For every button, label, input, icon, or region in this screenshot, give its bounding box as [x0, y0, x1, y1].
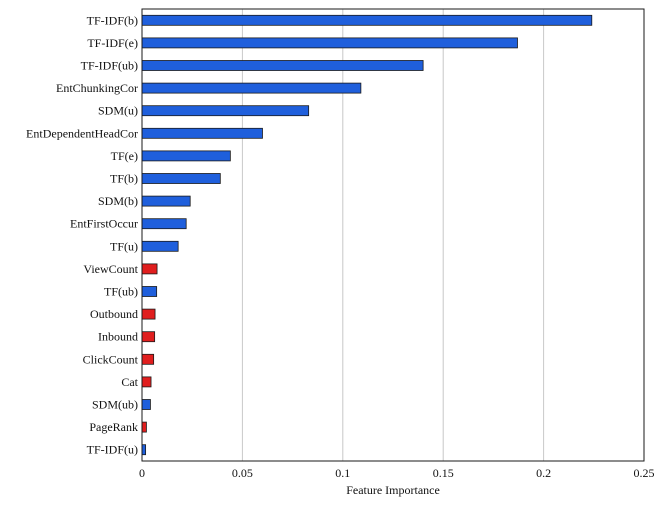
- bar-tf-b: [142, 174, 220, 184]
- grid-lines: [242, 9, 543, 461]
- category-label-viewcount: ViewCount: [83, 262, 138, 276]
- bar-pagerank: [142, 422, 146, 432]
- plot-frame: [142, 9, 644, 461]
- category-label-entdependentheadcor: EntDependentHeadCor: [26, 126, 138, 140]
- bar-tf-idf-ub: [142, 61, 423, 71]
- bar-clickcount: [142, 354, 154, 364]
- bar-tf-ub: [142, 287, 157, 297]
- category-label-pagerank: PageRank: [89, 420, 138, 434]
- category-label-sdm-u: SDM(u): [98, 104, 138, 118]
- bar-inbound: [142, 332, 155, 342]
- bar-cat: [142, 377, 151, 387]
- category-label-tf-u: TF(u): [110, 239, 138, 253]
- bar-sdm-u: [142, 106, 309, 116]
- bar-outbound: [142, 309, 155, 319]
- category-label-tf-b: TF(b): [110, 172, 138, 186]
- bar-tf-idf-u: [142, 445, 146, 455]
- category-label-entchunkingcor: EntChunkingCor: [56, 81, 138, 95]
- x-tick-label: 0.1: [335, 466, 350, 480]
- bar-tf-u: [142, 241, 178, 251]
- bar-entfirstoccur: [142, 219, 186, 229]
- x-tick-label: 0.2: [536, 466, 551, 480]
- bar-tf-idf-b: [142, 15, 592, 25]
- category-label-entfirstoccur: EntFirstOccur: [70, 217, 138, 231]
- bar-viewcount: [142, 264, 157, 274]
- category-label-cat: Cat: [121, 375, 138, 389]
- category-label-sdm-ub: SDM(ub): [92, 398, 138, 412]
- bar-entchunkingcor: [142, 83, 361, 93]
- x-tick-labels: 0 0.05 0.1 0.15 0.2 0.25: [139, 466, 654, 480]
- x-tick-label: 0.25: [634, 466, 654, 480]
- bar-sdm-ub: [142, 400, 150, 410]
- category-label-clickcount: ClickCount: [83, 352, 139, 366]
- category-label-tf-idf-e: TF-IDF(e): [87, 36, 138, 50]
- x-axis-label: Feature Importance: [346, 483, 440, 497]
- category-label-tf-idf-u: TF-IDF(u): [87, 443, 138, 457]
- category-label-inbound: Inbound: [98, 330, 138, 344]
- category-label-tf-ub: TF(ub): [104, 285, 138, 299]
- category-labels: TF-IDF(b) TF-IDF(e) TF-IDF(ub) EntChunkingC…: [26, 13, 139, 456]
- x-tick-label: 0.05: [232, 466, 253, 480]
- category-label-outbound: Outbound: [90, 307, 138, 321]
- bar-sdm-b: [142, 196, 190, 206]
- bar-entdependentheadcor: [142, 128, 262, 138]
- bars: [142, 15, 592, 454]
- category-label-tf-idf-b: TF-IDF(b): [87, 13, 138, 27]
- bar-tf-e: [142, 151, 230, 161]
- x-tick-label: 0: [139, 466, 145, 480]
- category-label-sdm-b: SDM(b): [98, 194, 138, 208]
- category-label-tf-idf-ub: TF-IDF(ub): [81, 59, 138, 73]
- x-tick-label: 0.15: [433, 466, 454, 480]
- bar-tf-idf-e: [142, 38, 517, 48]
- category-label-tf-e: TF(e): [111, 149, 138, 163]
